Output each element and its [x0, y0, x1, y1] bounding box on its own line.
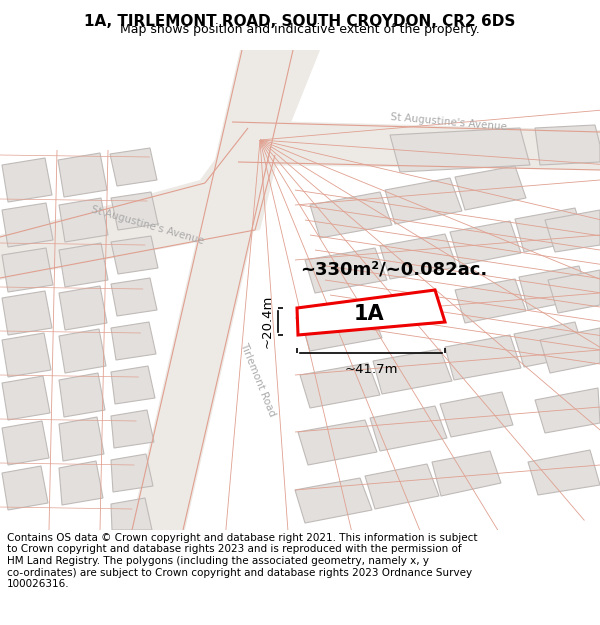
Polygon shape — [111, 366, 155, 404]
Polygon shape — [373, 349, 452, 394]
Polygon shape — [300, 306, 382, 351]
Polygon shape — [535, 388, 600, 433]
Polygon shape — [455, 166, 526, 210]
Text: St Augustine's Avenue: St Augustine's Avenue — [390, 112, 508, 132]
Polygon shape — [528, 450, 600, 495]
Polygon shape — [295, 478, 372, 523]
Polygon shape — [110, 148, 157, 186]
Text: ~20.4m: ~20.4m — [261, 295, 274, 348]
Polygon shape — [365, 464, 439, 509]
Polygon shape — [445, 335, 521, 380]
Polygon shape — [111, 278, 157, 316]
Polygon shape — [298, 420, 377, 465]
Polygon shape — [548, 270, 600, 313]
Polygon shape — [440, 392, 513, 437]
Polygon shape — [515, 208, 585, 252]
Polygon shape — [514, 322, 585, 367]
Polygon shape — [230, 120, 600, 170]
Polygon shape — [111, 410, 154, 448]
Polygon shape — [390, 128, 530, 172]
Text: Contains OS data © Crown copyright and database right 2021. This information is : Contains OS data © Crown copyright and d… — [7, 533, 478, 589]
Polygon shape — [297, 290, 445, 335]
Polygon shape — [111, 236, 158, 274]
Polygon shape — [111, 454, 153, 492]
Polygon shape — [2, 421, 49, 465]
Polygon shape — [385, 178, 462, 224]
Text: 1A: 1A — [353, 304, 384, 324]
Polygon shape — [2, 333, 51, 377]
Polygon shape — [111, 322, 156, 360]
Text: Tirlemont Road: Tirlemont Road — [239, 341, 277, 419]
Polygon shape — [130, 50, 295, 530]
Polygon shape — [432, 451, 501, 496]
Polygon shape — [2, 466, 48, 510]
Polygon shape — [59, 461, 103, 505]
Polygon shape — [540, 328, 600, 373]
Polygon shape — [450, 221, 521, 265]
Polygon shape — [59, 243, 108, 287]
Polygon shape — [2, 291, 52, 335]
Polygon shape — [2, 248, 53, 292]
Polygon shape — [2, 203, 53, 247]
Polygon shape — [59, 373, 105, 417]
Polygon shape — [59, 198, 108, 242]
Polygon shape — [455, 279, 526, 323]
Text: ~41.7m: ~41.7m — [344, 363, 398, 376]
Polygon shape — [305, 248, 387, 293]
Polygon shape — [519, 266, 589, 310]
Polygon shape — [58, 153, 107, 197]
Polygon shape — [111, 498, 152, 530]
Polygon shape — [380, 234, 457, 279]
Polygon shape — [535, 125, 600, 165]
Text: 1A, TIRLEMONT ROAD, SOUTH CROYDON, CR2 6DS: 1A, TIRLEMONT ROAD, SOUTH CROYDON, CR2 6… — [85, 14, 515, 29]
Polygon shape — [200, 50, 320, 230]
Polygon shape — [59, 417, 104, 461]
Polygon shape — [2, 158, 52, 202]
Polygon shape — [59, 286, 107, 330]
Polygon shape — [0, 180, 260, 280]
Polygon shape — [545, 210, 600, 252]
Polygon shape — [111, 192, 158, 230]
Polygon shape — [2, 376, 50, 420]
Text: St Augustine's Avenue: St Augustine's Avenue — [90, 204, 205, 246]
Polygon shape — [310, 192, 392, 238]
Polygon shape — [300, 363, 380, 408]
Polygon shape — [59, 329, 106, 373]
Text: Map shows position and indicative extent of the property.: Map shows position and indicative extent… — [120, 23, 480, 36]
Text: ~330m²/~0.082ac.: ~330m²/~0.082ac. — [300, 260, 487, 278]
Polygon shape — [370, 406, 447, 451]
